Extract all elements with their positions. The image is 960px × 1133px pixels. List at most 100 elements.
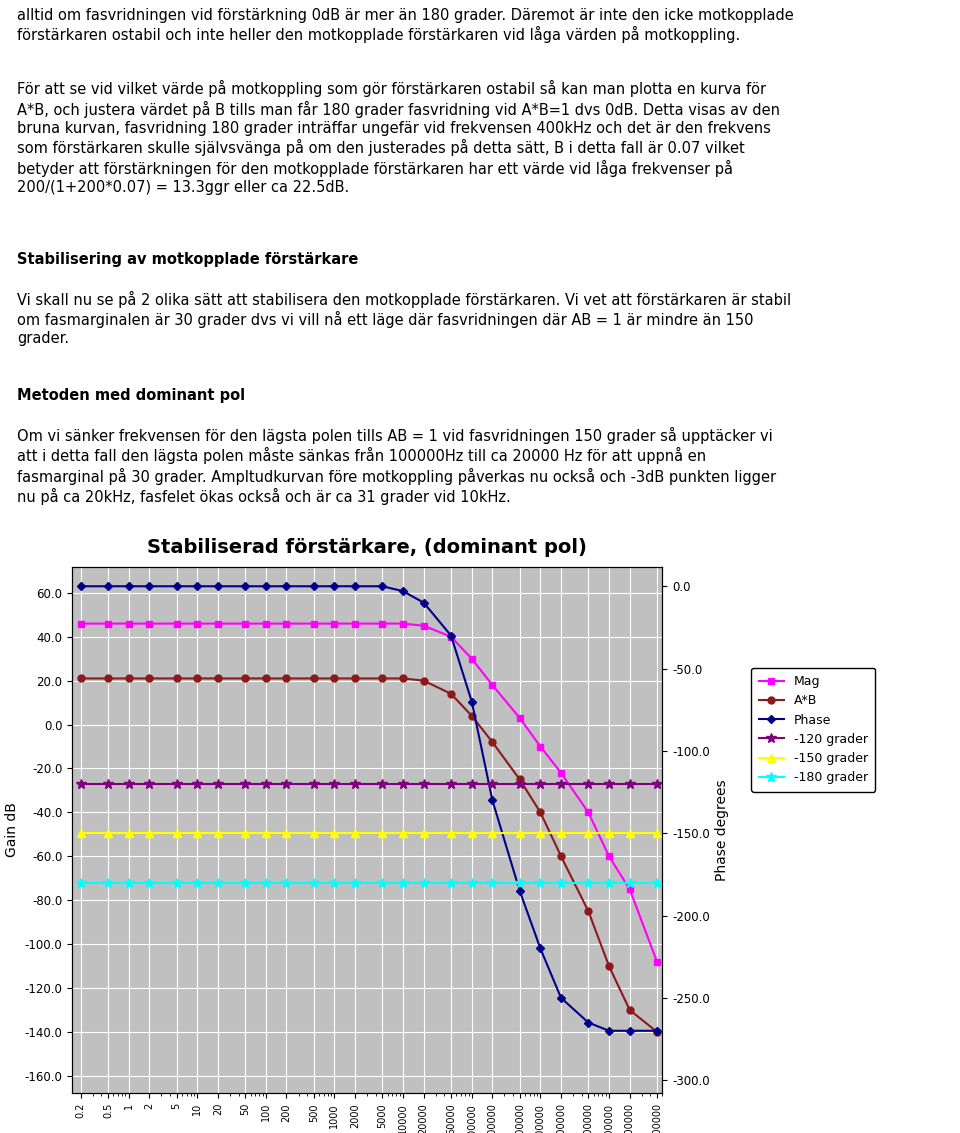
-180 grader	[191, 876, 203, 889]
Mag	[123, 616, 134, 630]
-180 grader	[143, 876, 155, 889]
Mag	[555, 766, 566, 780]
A*B	[603, 960, 614, 973]
Phase	[239, 579, 251, 593]
Phase	[487, 793, 498, 807]
-120 grader	[651, 777, 662, 791]
-120 grader	[397, 777, 409, 791]
A*B	[555, 850, 566, 863]
-120 grader	[212, 777, 224, 791]
-150 grader	[624, 826, 636, 840]
Phase	[260, 579, 272, 593]
A*B	[328, 672, 340, 685]
Mag	[418, 619, 429, 632]
Phase	[171, 579, 182, 593]
Phase	[123, 579, 134, 593]
A*B	[212, 672, 224, 685]
-180 grader	[397, 876, 409, 889]
-180 grader	[239, 876, 251, 889]
-150 grader	[651, 826, 662, 840]
-180 grader	[123, 876, 134, 889]
A*B	[123, 672, 134, 685]
Phase	[308, 579, 320, 593]
Phase	[191, 579, 203, 593]
-180 grader	[75, 876, 86, 889]
Mag	[349, 616, 361, 630]
-150 grader	[487, 826, 498, 840]
-150 grader	[603, 826, 614, 840]
A*B	[376, 672, 388, 685]
-150 grader	[535, 826, 546, 840]
-150 grader	[75, 826, 86, 840]
-120 grader	[123, 777, 134, 791]
Phase	[651, 1024, 662, 1038]
Legend: Mag, A*B, Phase, -120 grader, -150 grader, -180 grader: Mag, A*B, Phase, -120 grader, -150 grade…	[752, 667, 876, 792]
Phase	[212, 579, 224, 593]
-120 grader	[260, 777, 272, 791]
Line: A*B: A*B	[77, 675, 660, 1036]
-120 grader	[466, 777, 477, 791]
A*B	[535, 806, 546, 819]
Phase	[418, 596, 429, 610]
Mag	[535, 740, 546, 753]
-150 grader	[349, 826, 361, 840]
Mag	[280, 616, 292, 630]
-150 grader	[555, 826, 566, 840]
Mag	[143, 616, 155, 630]
Mag	[75, 616, 86, 630]
Line: -150 grader: -150 grader	[77, 829, 661, 837]
-150 grader	[397, 826, 409, 840]
-150 grader	[191, 826, 203, 840]
Phase	[102, 579, 113, 593]
Line: Phase: Phase	[78, 583, 660, 1033]
A*B	[102, 672, 113, 685]
-120 grader	[75, 777, 86, 791]
-120 grader	[487, 777, 498, 791]
-180 grader	[102, 876, 113, 889]
Mag	[239, 616, 251, 630]
-120 grader	[239, 777, 251, 791]
-180 grader	[260, 876, 272, 889]
-150 grader	[143, 826, 155, 840]
Mag	[445, 630, 457, 644]
Phase	[397, 585, 409, 598]
Mag	[397, 616, 409, 630]
-180 grader	[651, 876, 662, 889]
-180 grader	[376, 876, 388, 889]
A*B	[487, 735, 498, 749]
A*B	[143, 672, 155, 685]
Phase	[535, 942, 546, 955]
-180 grader	[466, 876, 477, 889]
Line: Mag: Mag	[77, 620, 660, 965]
A*B	[191, 672, 203, 685]
A*B	[260, 672, 272, 685]
-120 grader	[349, 777, 361, 791]
-180 grader	[418, 876, 429, 889]
Phase	[583, 1016, 594, 1030]
Mag	[171, 616, 182, 630]
A*B	[171, 672, 182, 685]
-120 grader	[445, 777, 457, 791]
Mag	[583, 806, 594, 819]
-150 grader	[102, 826, 113, 840]
-120 grader	[328, 777, 340, 791]
-150 grader	[514, 826, 525, 840]
Phase	[280, 579, 292, 593]
Mag	[624, 883, 636, 896]
Title: Stabiliserad förstärkare, (dominant pol): Stabiliserad förstärkare, (dominant pol)	[147, 538, 588, 556]
Mag	[212, 616, 224, 630]
Phase	[75, 579, 86, 593]
-150 grader	[445, 826, 457, 840]
A*B	[445, 687, 457, 700]
Phase	[328, 579, 340, 593]
-120 grader	[191, 777, 203, 791]
-120 grader	[583, 777, 594, 791]
-150 grader	[308, 826, 320, 840]
A*B	[75, 672, 86, 685]
-150 grader	[171, 826, 182, 840]
Phase	[445, 629, 457, 642]
Phase	[555, 991, 566, 1005]
Y-axis label: Gain dB: Gain dB	[5, 802, 19, 858]
Mag	[603, 850, 614, 863]
Text: Om vi sänker frekvensen för den lägsta polen tills AB = 1 vid fasvridningen 150 : Om vi sänker frekvensen för den lägsta p…	[17, 427, 777, 505]
